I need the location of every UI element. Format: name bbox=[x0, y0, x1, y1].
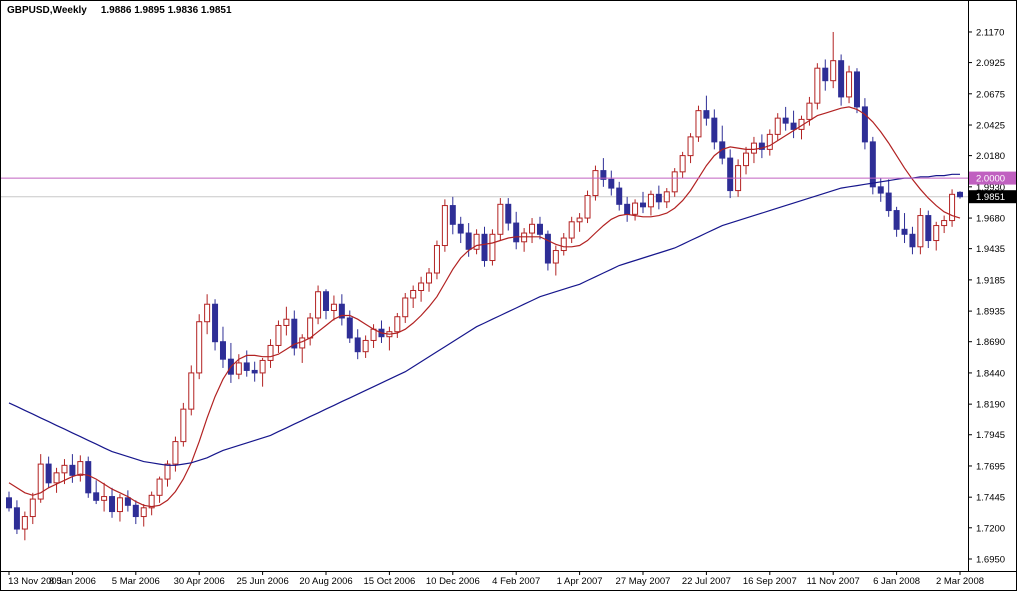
price-tick-label: 1.6950 bbox=[976, 555, 1005, 566]
price-tick-label: 1.7695 bbox=[976, 461, 1005, 472]
ohlc-values: 1.9886 1.9895 1.9836 1.9851 bbox=[100, 5, 232, 16]
date-tick-label: 8 Jan 2006 bbox=[49, 576, 96, 587]
symbol-timeframe-label: GBPUSD,Weekly bbox=[7, 5, 87, 16]
price-tick-label: 1.9930 bbox=[976, 182, 1005, 193]
bid-price-tag-text: 1.9851 bbox=[976, 192, 1005, 203]
slow-ma-line bbox=[8, 173, 960, 466]
candles-layer bbox=[6, 31, 963, 541]
price-tick-label: 1.7445 bbox=[976, 493, 1005, 504]
date-tick-label: 13 Nov 2005 bbox=[8, 576, 62, 587]
price-tick-label: 1.7200 bbox=[976, 523, 1005, 534]
date-tick-label: 11 Nov 2007 bbox=[807, 576, 860, 587]
price-axis[interactable]: 2.1170 2.0925 2.0675 2.0425 2.0180 1.9930 1.96… bbox=[969, 27, 1005, 566]
price-tick-label: 1.8690 bbox=[976, 337, 1005, 348]
date-tick-label: 2 Mar 2008 bbox=[936, 576, 984, 587]
price-tick-label: 1.8190 bbox=[976, 400, 1005, 411]
price-tick-label: 1.8935 bbox=[976, 307, 1005, 318]
date-tick-label: 1 Apr 2007 bbox=[557, 576, 603, 587]
symbol-ohlc-readout: GBPUSD,Weekly 1.9886 1.9895 1.9836 1.9851 bbox=[7, 5, 232, 16]
price-tick-label: 1.8440 bbox=[976, 368, 1005, 379]
price-tick-label: 2.0425 bbox=[976, 121, 1005, 132]
date-tick-label: 10 Dec 2006 bbox=[426, 576, 480, 587]
price-tick-label: 1.9435 bbox=[976, 244, 1005, 255]
date-tick-label: 16 Sep 2007 bbox=[743, 576, 797, 587]
price-tick-label: 2.0180 bbox=[976, 151, 1005, 162]
date-tick-label: 20 Aug 2006 bbox=[299, 576, 352, 587]
fast-ma-line bbox=[8, 106, 961, 508]
price-tick-label: 2.0675 bbox=[976, 89, 1005, 100]
price-tick-label: 2.0925 bbox=[976, 58, 1005, 69]
date-tick-label: 22 Jul 2007 bbox=[682, 576, 731, 587]
price-tick-label: 1.9185 bbox=[976, 275, 1005, 286]
date-tick-label: 15 Oct 2006 bbox=[364, 576, 416, 587]
bid-price-tag: 1.9851 bbox=[969, 190, 1016, 204]
axis-frame bbox=[1, 1, 1016, 572]
price-tick-label: 1.9680 bbox=[976, 214, 1005, 225]
price-tick-label: 1.7945 bbox=[976, 430, 1005, 441]
date-tick-label: 6 Jan 2008 bbox=[873, 576, 920, 587]
date-tick-label: 30 Apr 2006 bbox=[174, 576, 225, 587]
date-tick-label: 5 Mar 2006 bbox=[112, 576, 160, 587]
date-tick-label: 25 Jun 2006 bbox=[236, 576, 288, 587]
date-tick-label: 4 Feb 2007 bbox=[492, 576, 540, 587]
price-tick-label: 2.1170 bbox=[976, 27, 1004, 38]
round-number-price-tag: 2.0000 bbox=[969, 171, 1016, 185]
round-number-price-tag-text: 2.0000 bbox=[976, 174, 1005, 185]
date-tick-label: 27 May 2007 bbox=[616, 576, 671, 587]
